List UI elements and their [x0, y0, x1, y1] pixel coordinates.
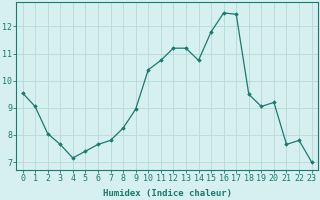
X-axis label: Humidex (Indice chaleur): Humidex (Indice chaleur)	[103, 189, 232, 198]
